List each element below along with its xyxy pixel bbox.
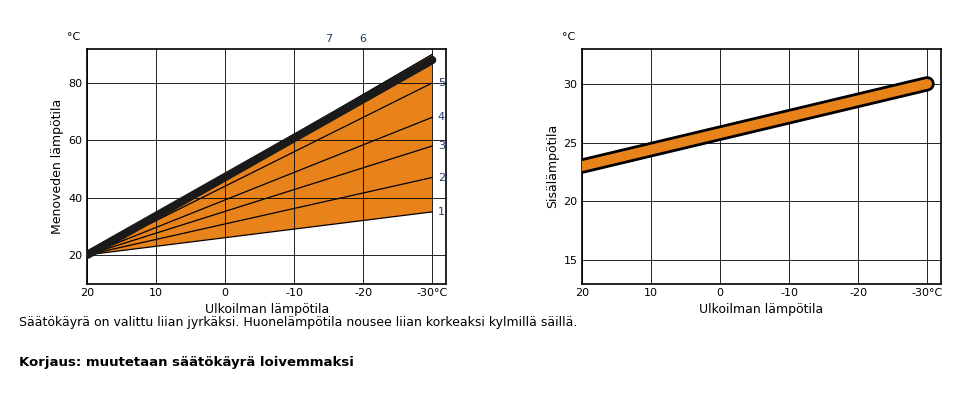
- Text: 3: 3: [437, 141, 444, 151]
- Text: 2: 2: [437, 173, 445, 183]
- Text: Säätökäyrä on valittu liian jyrkäksi. Huonelämpötila nousee liian korkeaksi kylm: Säätökäyrä on valittu liian jyrkäksi. Hu…: [19, 316, 578, 329]
- Y-axis label: Menoveden lämpötila: Menoveden lämpötila: [51, 98, 64, 234]
- X-axis label: Ulkoilman lämpötila: Ulkoilman lämpötila: [204, 303, 328, 315]
- Text: 4: 4: [437, 112, 445, 122]
- Y-axis label: Sisälämpötila: Sisälämpötila: [546, 124, 558, 208]
- Text: 6: 6: [359, 34, 366, 45]
- Text: 1: 1: [437, 207, 444, 217]
- Text: °C: °C: [67, 32, 80, 42]
- Text: Korjaus: muutetaan säätökäyrä loivemmaksi: Korjaus: muutetaan säätökäyrä loivemmaks…: [19, 356, 354, 369]
- Polygon shape: [87, 54, 432, 255]
- Text: °C: °C: [561, 32, 575, 42]
- X-axis label: Ulkoilman lämpötila: Ulkoilman lämpötila: [699, 303, 823, 315]
- Text: 5: 5: [437, 78, 444, 88]
- Text: 7: 7: [325, 34, 332, 45]
